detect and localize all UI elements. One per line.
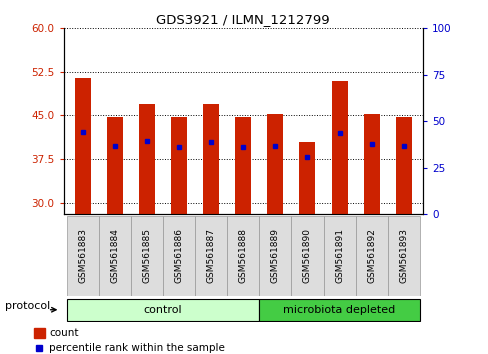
Bar <box>323 216 355 296</box>
Text: GSM561890: GSM561890 <box>303 228 311 283</box>
Text: GSM561885: GSM561885 <box>142 228 151 283</box>
Bar <box>171 116 187 214</box>
Bar <box>235 116 251 214</box>
Bar <box>259 299 419 321</box>
Bar <box>34 328 45 338</box>
Title: GDS3921 / ILMN_1212799: GDS3921 / ILMN_1212799 <box>156 13 329 26</box>
Bar <box>203 104 219 214</box>
Bar <box>387 216 419 296</box>
Bar <box>355 216 387 296</box>
Bar <box>139 104 155 214</box>
Bar <box>99 216 131 296</box>
Text: GSM561892: GSM561892 <box>366 228 375 283</box>
Text: GSM561884: GSM561884 <box>110 228 119 283</box>
Bar <box>395 116 411 214</box>
Text: GSM561883: GSM561883 <box>78 228 87 283</box>
Bar <box>67 299 259 321</box>
Text: GSM561891: GSM561891 <box>334 228 344 283</box>
Bar <box>267 114 283 214</box>
Bar <box>331 81 347 214</box>
Bar <box>107 116 122 214</box>
Text: count: count <box>49 328 79 338</box>
Text: protocol: protocol <box>5 301 50 311</box>
Bar <box>195 216 227 296</box>
Text: GSM561887: GSM561887 <box>206 228 215 283</box>
Bar <box>299 142 315 214</box>
Text: control: control <box>143 305 182 315</box>
Text: GSM561889: GSM561889 <box>270 228 279 283</box>
Bar <box>291 216 323 296</box>
Bar <box>227 216 259 296</box>
Bar <box>67 216 99 296</box>
Text: microbiota depleted: microbiota depleted <box>283 305 395 315</box>
Text: GSM561888: GSM561888 <box>238 228 247 283</box>
Text: GSM561886: GSM561886 <box>174 228 183 283</box>
Bar <box>75 78 91 214</box>
Bar <box>363 114 379 214</box>
Bar <box>131 216 163 296</box>
Bar <box>163 216 195 296</box>
Text: percentile rank within the sample: percentile rank within the sample <box>49 343 224 353</box>
Text: GSM561893: GSM561893 <box>398 228 407 283</box>
Bar <box>259 216 291 296</box>
